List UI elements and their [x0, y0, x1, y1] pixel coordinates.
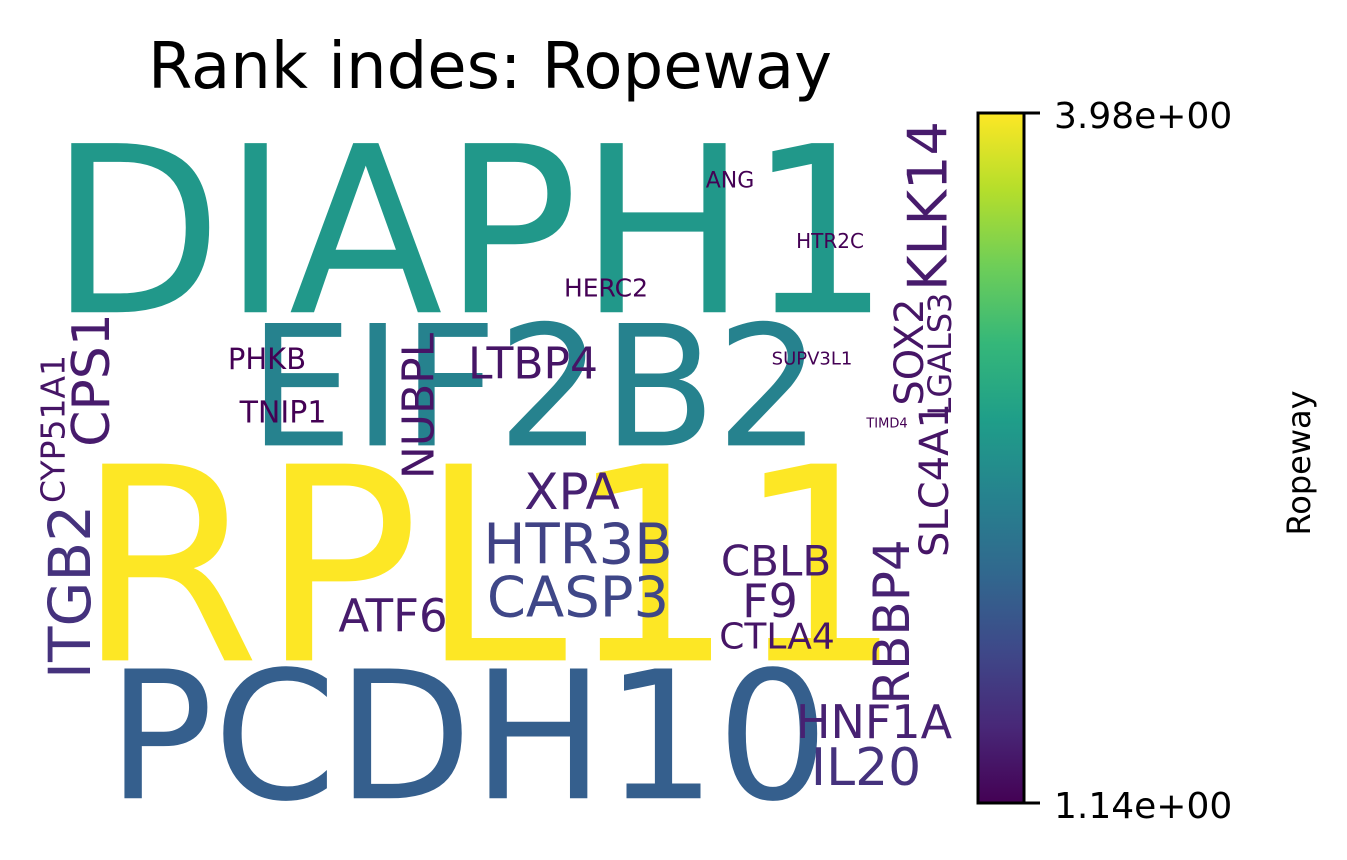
- word-il20: IL20: [811, 738, 921, 798]
- colorbar-max-label: 3.98e+00: [1054, 96, 1232, 137]
- word-rbbp4: RBBP4: [863, 539, 921, 704]
- word-timd4: TIMD4: [865, 417, 907, 432]
- word-xpa: XPA: [524, 463, 619, 521]
- word-f9: F9: [742, 574, 798, 628]
- word-eif2b2: EIF2B2: [249, 290, 822, 485]
- word-ctla4: CTLA4: [719, 617, 835, 658]
- word-ang: ANG: [706, 169, 755, 194]
- word-pcdh10: PCDH10: [107, 633, 829, 840]
- word-atf6: ATF6: [338, 590, 447, 643]
- colorbar-gradient: [976, 111, 1026, 805]
- word-phkb: PHKB: [228, 342, 306, 376]
- word-supv3l1: SUPV3L1: [772, 349, 853, 370]
- word-itgb2: ITGB2: [36, 505, 104, 679]
- word-rpl11: RPL11: [76, 411, 904, 725]
- word-lgals3: LGALS3: [921, 292, 959, 415]
- word-ltbp4: LTBP4: [468, 339, 598, 390]
- colorbar-min-label: 1.14e+00: [1054, 786, 1232, 827]
- word-sox2: SOX2: [887, 298, 933, 405]
- word-casp3: CASP3: [487, 566, 669, 631]
- word-cblb: CBLB: [721, 537, 831, 586]
- word-tnip1: TNIP1: [239, 396, 327, 431]
- word-cps1: CPS1: [62, 313, 122, 447]
- word-cyp51a1: CYP51A1: [34, 355, 73, 503]
- word-htr3b: HTR3B: [483, 513, 672, 578]
- word-diaph1: DIAPH1: [49, 97, 891, 367]
- word-klk14: KLK14: [897, 121, 960, 291]
- colorbar: 3.98e+00 1.14e+00 Ropeway: [976, 96, 1318, 827]
- chart-title: Rank indes: Ropeway: [148, 30, 832, 104]
- word-hnf1a: HNF1A: [796, 695, 953, 749]
- word-nubpl: NUBPL: [394, 332, 445, 479]
- colorbar-title: Ropeway: [1280, 390, 1318, 535]
- word-herc2: HERC2: [564, 274, 648, 303]
- word-htr2c: HTR2C: [796, 229, 864, 253]
- word-slc4a1: SLC4A1: [912, 403, 958, 557]
